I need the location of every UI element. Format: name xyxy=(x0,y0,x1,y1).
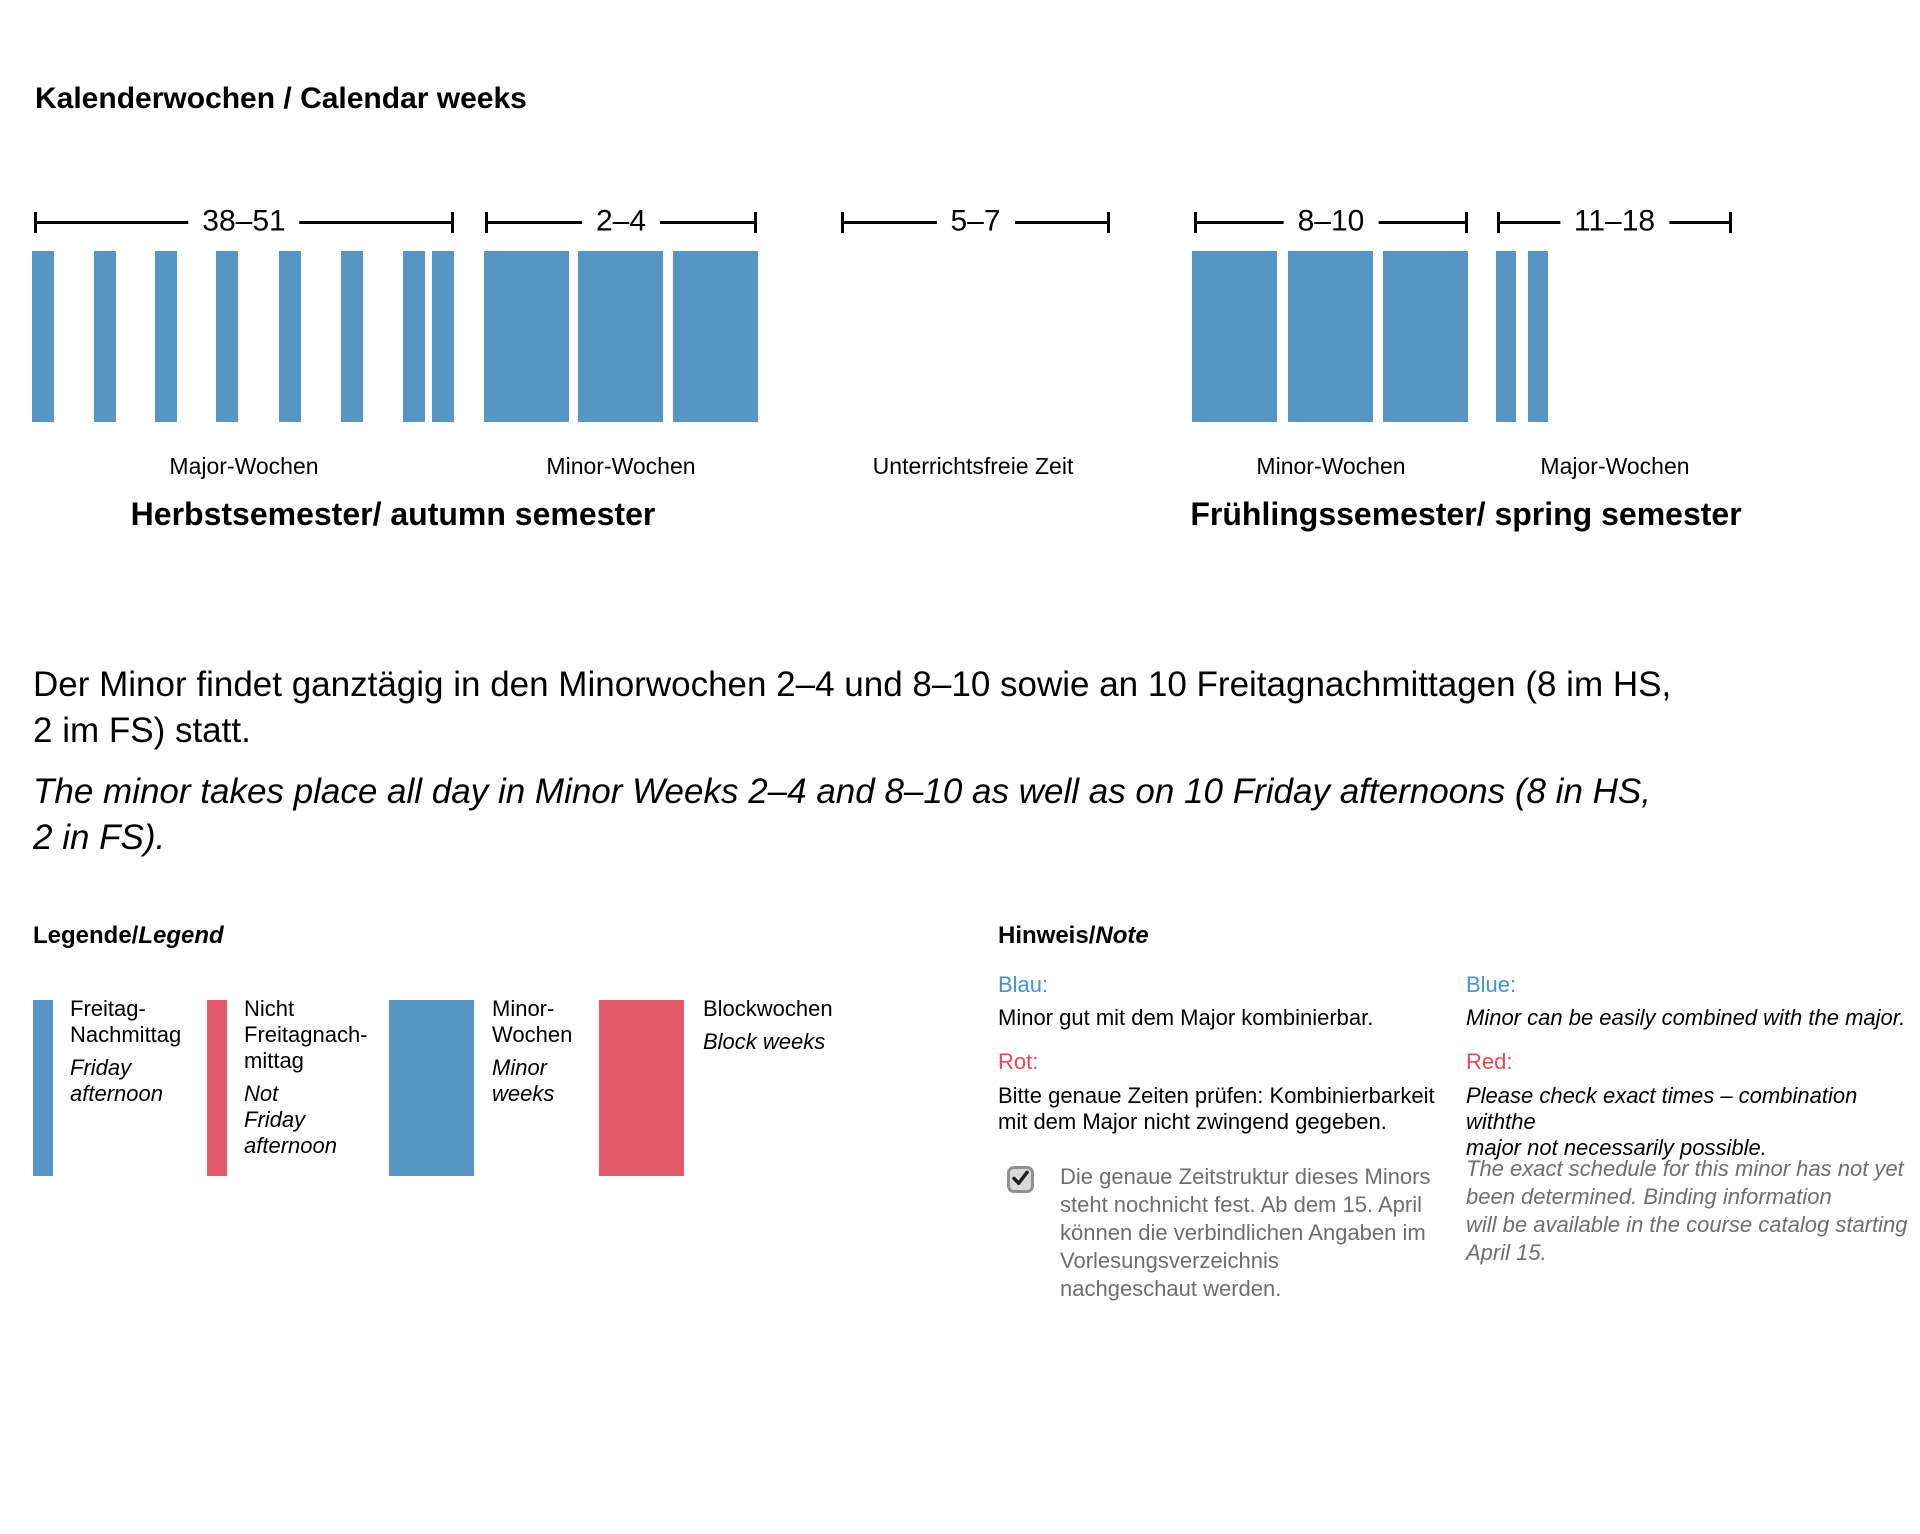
legend-heading-de: Legende/ xyxy=(33,922,139,949)
week-bar-major-autumn xyxy=(403,251,425,422)
page-title: Kalenderwochen / Calendar weeks xyxy=(35,82,527,115)
bracket-11-18: 11–18 xyxy=(1497,204,1732,239)
bracket-2-4: 2–4 xyxy=(485,204,757,239)
week-bar-major-autumn xyxy=(341,251,363,422)
bracket-tick xyxy=(1729,212,1732,233)
paragraph-german: Der Minor findet ganztägig in den Minorw… xyxy=(33,665,1672,750)
week-bar-major-autumn xyxy=(279,251,301,422)
legend-heading-en: Legend xyxy=(138,922,224,949)
bracket-5-7: 5–7 xyxy=(841,204,1110,239)
week-bar-major-autumn xyxy=(94,251,116,422)
week-bar-major-spring xyxy=(1496,251,1516,422)
note-blau-label: Blau: xyxy=(998,972,1049,997)
week-bar-major-autumn xyxy=(32,251,54,422)
bracket-tick xyxy=(1465,212,1468,233)
note-gray-text-en: The exact schedule for this minor has no… xyxy=(1466,1156,1908,1265)
caption-minor-spring: Minor-Wochen xyxy=(1256,453,1406,479)
week-bar-major-autumn xyxy=(432,251,454,422)
note-checkbox-text-de: Die genaue Zeitstruktur dieses Minors st… xyxy=(1060,1164,1431,1301)
bracket-38-51: 38–51 xyxy=(34,204,454,239)
legend-item-label-en: Block weeks xyxy=(703,1029,826,1054)
week-bar-major-autumn xyxy=(155,251,177,422)
note-blau-text: Minor gut mit dem Major kombinierbar. xyxy=(998,1005,1374,1030)
week-bar-minor-autumn xyxy=(578,251,663,422)
note-heading-en: Note xyxy=(1095,922,1149,949)
week-bar-minor-spring xyxy=(1383,251,1468,422)
legend-item-label-de: Freitag- Nachmittag xyxy=(70,996,182,1047)
label-autumn-semester: Herbstsemester/ autumn semester xyxy=(130,496,656,532)
bracket-tick xyxy=(754,212,757,233)
note-blue-text: Minor can be easily combined with the ma… xyxy=(1466,1005,1906,1030)
week-bar-minor-spring xyxy=(1288,251,1373,422)
schedule-pending-checkbox[interactable] xyxy=(1007,1166,1034,1193)
legend-swatch-block-weeks xyxy=(599,1000,684,1176)
bracket-range-label: 11–18 xyxy=(1559,204,1670,239)
bracket-tick xyxy=(451,212,454,233)
legend-item-label-en: Friday afternoon xyxy=(70,1055,163,1106)
checkmark-icon xyxy=(1012,1170,1029,1185)
legend-item-label-de: Nicht Freitagnach- mittag xyxy=(244,996,368,1073)
note-rot-label: Rot: xyxy=(998,1049,1039,1074)
bracket-8-10: 8–10 xyxy=(1194,204,1468,239)
legend-swatch-friday-afternoon xyxy=(33,1000,53,1176)
week-bar-major-autumn xyxy=(216,251,238,422)
legend-item-label-de: Blockwochen xyxy=(703,996,833,1021)
legend-swatch-not-friday-afternoon xyxy=(207,1000,227,1176)
legend-item-label-de: Minor- Wochen xyxy=(492,996,573,1047)
legend-swatch-minor-weeks xyxy=(389,1000,474,1176)
caption-major-autumn: Major-Wochen xyxy=(169,453,319,479)
note-red-text: Please check exact times – combination w… xyxy=(1466,1083,1858,1160)
week-bar-minor-autumn xyxy=(484,251,569,422)
bracket-tick xyxy=(1107,212,1110,233)
bracket-range-label: 5–7 xyxy=(936,204,1015,239)
legend-item-minor-weeks: Minor- Wochen Minor weeks xyxy=(492,996,602,1107)
legend-item-block-weeks: Blockwochen Block weeks xyxy=(703,996,863,1055)
note-blue-label: Blue: xyxy=(1466,972,1517,997)
caption-major-spring: Major-Wochen xyxy=(1540,453,1690,479)
bracket-range-label: 38–51 xyxy=(188,204,300,239)
week-bar-major-spring xyxy=(1528,251,1548,422)
legend-item-label-en: Minor weeks xyxy=(492,1055,555,1106)
label-spring-semester: Frühlingssemester/ spring semester xyxy=(1190,496,1742,532)
week-bar-minor-spring xyxy=(1192,251,1277,422)
legend-item-not-friday-afternoon: Nicht Freitagnach- mittag Not Friday aft… xyxy=(244,996,389,1159)
week-bar-minor-autumn xyxy=(673,251,758,422)
note-heading-de: Hinweis/ xyxy=(998,922,1096,949)
note-rot-text: Bitte genaue Zeiten prüfen: Kombinierbar… xyxy=(998,1083,1435,1134)
bracket-range-label: 8–10 xyxy=(1283,204,1379,239)
caption-minor-autumn: Minor-Wochen xyxy=(546,453,696,479)
note-heading: Hinweis/Note xyxy=(998,922,1149,950)
bracket-range-label: 2–4 xyxy=(581,204,661,239)
paragraph-english: The minor takes place all day in Minor W… xyxy=(33,772,1651,857)
legend-heading: Legende/Legend xyxy=(33,922,224,950)
legend-item-label-en: Not Friday afternoon xyxy=(244,1081,337,1158)
caption-teaching-free: Unterrichtsfreie Zeit xyxy=(872,453,1074,479)
legend-item-friday-afternoon: Freitag- Nachmittag Friday afternoon xyxy=(70,996,205,1107)
note-red-label: Red: xyxy=(1466,1049,1513,1074)
